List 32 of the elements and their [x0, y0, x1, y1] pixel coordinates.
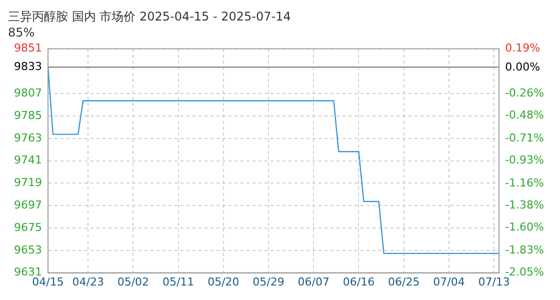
chart-title: 三异丙醇胺 国内 市场价 2025-04-15 - 2025-07-14 [8, 9, 291, 24]
y-tick-label: 9719 [14, 176, 42, 190]
x-tick-label: 06/07 [298, 275, 330, 288]
y2-tick-label: -1.16% [505, 176, 544, 190]
y2-tick-label: -1.60% [505, 220, 544, 234]
y-tick-label: 9763 [14, 131, 42, 144]
y-tick-label: 9785 [14, 108, 42, 122]
y2-tick-label: 0.19% [505, 42, 540, 55]
x-tick-label: 06/25 [388, 275, 420, 288]
y2-tick-label: -0.48% [505, 108, 544, 122]
y-tick-label: 9807 [14, 86, 42, 100]
x-tick-label: 05/02 [117, 275, 150, 288]
x-tick-label: 04/23 [72, 275, 104, 288]
x-tick-label: 07/13 [478, 275, 510, 288]
y-tick-label: 9741 [14, 154, 42, 167]
y-tick-label: 9851 [14, 42, 42, 55]
y-tick-label: 9675 [14, 220, 42, 234]
y2-tick-label: -0.26% [505, 86, 544, 100]
y2-tick-label: -0.71% [505, 132, 544, 145]
x-tick-label: 05/29 [252, 275, 284, 288]
chart-subtitle: 85% [8, 26, 35, 40]
y2-tick-label: -1.38% [505, 198, 544, 212]
y2-tick-label: -0.93% [505, 154, 544, 167]
y2-tick-label: -1.83% [505, 244, 544, 257]
x-tick-label: 06/16 [342, 275, 375, 288]
y-tick-label: 9697 [14, 198, 42, 212]
x-tick-label: 07/04 [433, 275, 465, 288]
y-tick-label: 9833 [14, 60, 42, 73]
x-tick-label: 05/11 [162, 275, 194, 288]
y2-tick-label: 0.00% [505, 60, 540, 74]
y-tick-label: 9653 [14, 243, 42, 256]
x-tick-label: 05/20 [208, 275, 240, 288]
